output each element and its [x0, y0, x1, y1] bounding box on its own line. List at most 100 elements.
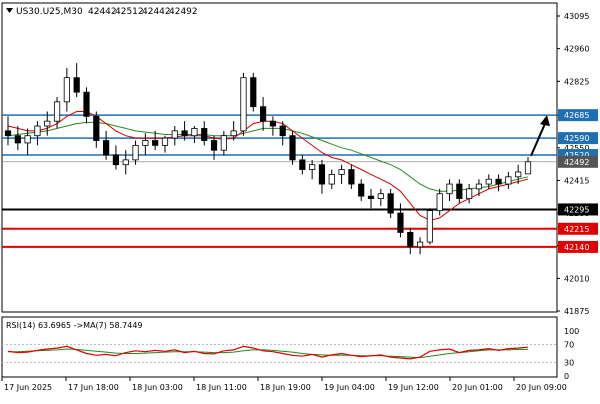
- rsi-ma-line: [8, 348, 528, 359]
- candle-body: [505, 176, 512, 185]
- candle-body: [210, 140, 218, 151]
- level-tag-label: 42685: [564, 111, 589, 120]
- candle-body: [220, 135, 227, 151]
- candle-body: [63, 77, 70, 103]
- candle-body: [93, 115, 100, 141]
- candle-body: [475, 183, 483, 190]
- candle-body: [524, 161, 532, 175]
- price-tick-label: 42825: [564, 77, 589, 86]
- candle-body: [515, 171, 522, 178]
- candle-body: [387, 193, 394, 214]
- candle-body: [201, 128, 208, 141]
- candle-body: [240, 77, 247, 132]
- moving-averages: [7, 111, 529, 221]
- time-tick-label: 19 Jun 04:00: [324, 383, 375, 392]
- rsi-panel: 100 70 30 0: [2, 327, 579, 381]
- time-axis: 17 Jun 2025 17 Jun 18:00 18 Jun 03:00 18 Ju…: [1, 377, 567, 392]
- candle-body: [181, 130, 188, 137]
- forecast-arrow: [530, 115, 550, 157]
- time-tick-label: 17 Jun 18:00: [68, 383, 119, 392]
- time-tick-label: 18 Jun 03:00: [132, 383, 183, 392]
- candle-body: [416, 241, 424, 248]
- candle-body: [358, 183, 365, 197]
- time-tick-label: 17 Jun 2025: [4, 383, 52, 392]
- candle-body: [230, 130, 237, 137]
- price-tick-label: 42960: [564, 45, 589, 54]
- time-tick-label: 20 Jun 01:00: [452, 383, 503, 392]
- price-levels: [2, 114, 557, 248]
- candle-body: [348, 169, 355, 185]
- level-tag-bg: [558, 240, 598, 253]
- candle-body: [328, 173, 335, 185]
- candle-body: [132, 144, 139, 161]
- candle-body: [73, 77, 80, 93]
- price-tick-label: 42550: [564, 144, 589, 153]
- candle-body: [426, 210, 433, 243]
- candle-body: [485, 178, 492, 185]
- level-tag-label: 42215: [564, 225, 589, 234]
- candle-body: [161, 137, 169, 146]
- ohlc-open: 42442: [88, 7, 117, 17]
- candle-body: [318, 164, 326, 185]
- time-tick-label: 18 Jun 19:00: [260, 383, 311, 392]
- candle-body: [83, 91, 90, 117]
- candle-body: [24, 135, 31, 144]
- candle-body: [34, 125, 41, 137]
- candle-body: [338, 169, 345, 175]
- main-chart-frame: [1, 2, 558, 313]
- level-tag-bg: [558, 222, 598, 235]
- level-tag-label: 42590: [564, 134, 589, 143]
- candle-body: [269, 120, 277, 127]
- current-price-tag: 42492: [564, 158, 589, 167]
- candle-body: [279, 125, 286, 137]
- ohlc-low: 42442: [142, 7, 171, 17]
- current-price-tag-bg: [558, 155, 598, 168]
- ohlc-close: 42492: [169, 7, 198, 17]
- symbol-dropdown-icon[interactable]: [6, 8, 13, 13]
- ohlc-high: 42512: [115, 7, 144, 17]
- level-tag-bg: [558, 109, 598, 122]
- rsi-tick-label: 70: [564, 341, 574, 350]
- candle-body: [142, 140, 149, 146]
- fast-ma-line: [7, 111, 529, 221]
- rsi-tick-label: 0: [564, 372, 569, 381]
- level-tag-label: 42520: [564, 151, 589, 160]
- candle-body: [112, 154, 120, 166]
- candle-body: [259, 106, 267, 122]
- candle-body: [289, 135, 296, 161]
- candle-body: [171, 130, 178, 139]
- arrow-head: [540, 115, 550, 127]
- time-tick-label: 20 Jun 09:00: [516, 383, 567, 392]
- arrow-shaft: [530, 118, 548, 157]
- candle-body: [397, 212, 404, 233]
- candle-body: [122, 159, 129, 166]
- candle-body: [446, 183, 453, 195]
- rsi-tick-label: 30: [564, 359, 574, 368]
- level-tag-bg: [558, 203, 598, 216]
- rsi-line: [7, 345, 529, 360]
- candle-body: [250, 77, 257, 108]
- price-tick-label: 42415: [564, 176, 589, 185]
- candle-body: [466, 188, 473, 199]
- candle-body: [14, 135, 21, 144]
- candle-body: [456, 183, 463, 199]
- candle-body: [495, 178, 502, 185]
- candle-body: [4, 130, 12, 137]
- candle-body: [53, 101, 61, 122]
- candle-body: [436, 193, 443, 212]
- symbol-timeframe: US30.U25,M30: [16, 7, 83, 17]
- price-tick-label: 41875: [564, 307, 589, 316]
- level-price-tags: 42685 42590 42520 42295 42215 42140 42492: [558, 109, 598, 253]
- price-tick-label: 42010: [564, 274, 589, 283]
- candle-body: [103, 140, 110, 156]
- candle-body: [367, 195, 375, 199]
- rsi-tick-label: 100: [564, 327, 579, 336]
- rsi-indicator-label: RSI(14) 63.6965 ->MA(7) 58.7449: [6, 321, 143, 330]
- candle-body: [309, 164, 316, 170]
- candlesticks: [4, 63, 532, 255]
- level-tag-label: 42140: [564, 243, 589, 252]
- candle-body: [377, 193, 384, 199]
- candle-body: [407, 232, 414, 248]
